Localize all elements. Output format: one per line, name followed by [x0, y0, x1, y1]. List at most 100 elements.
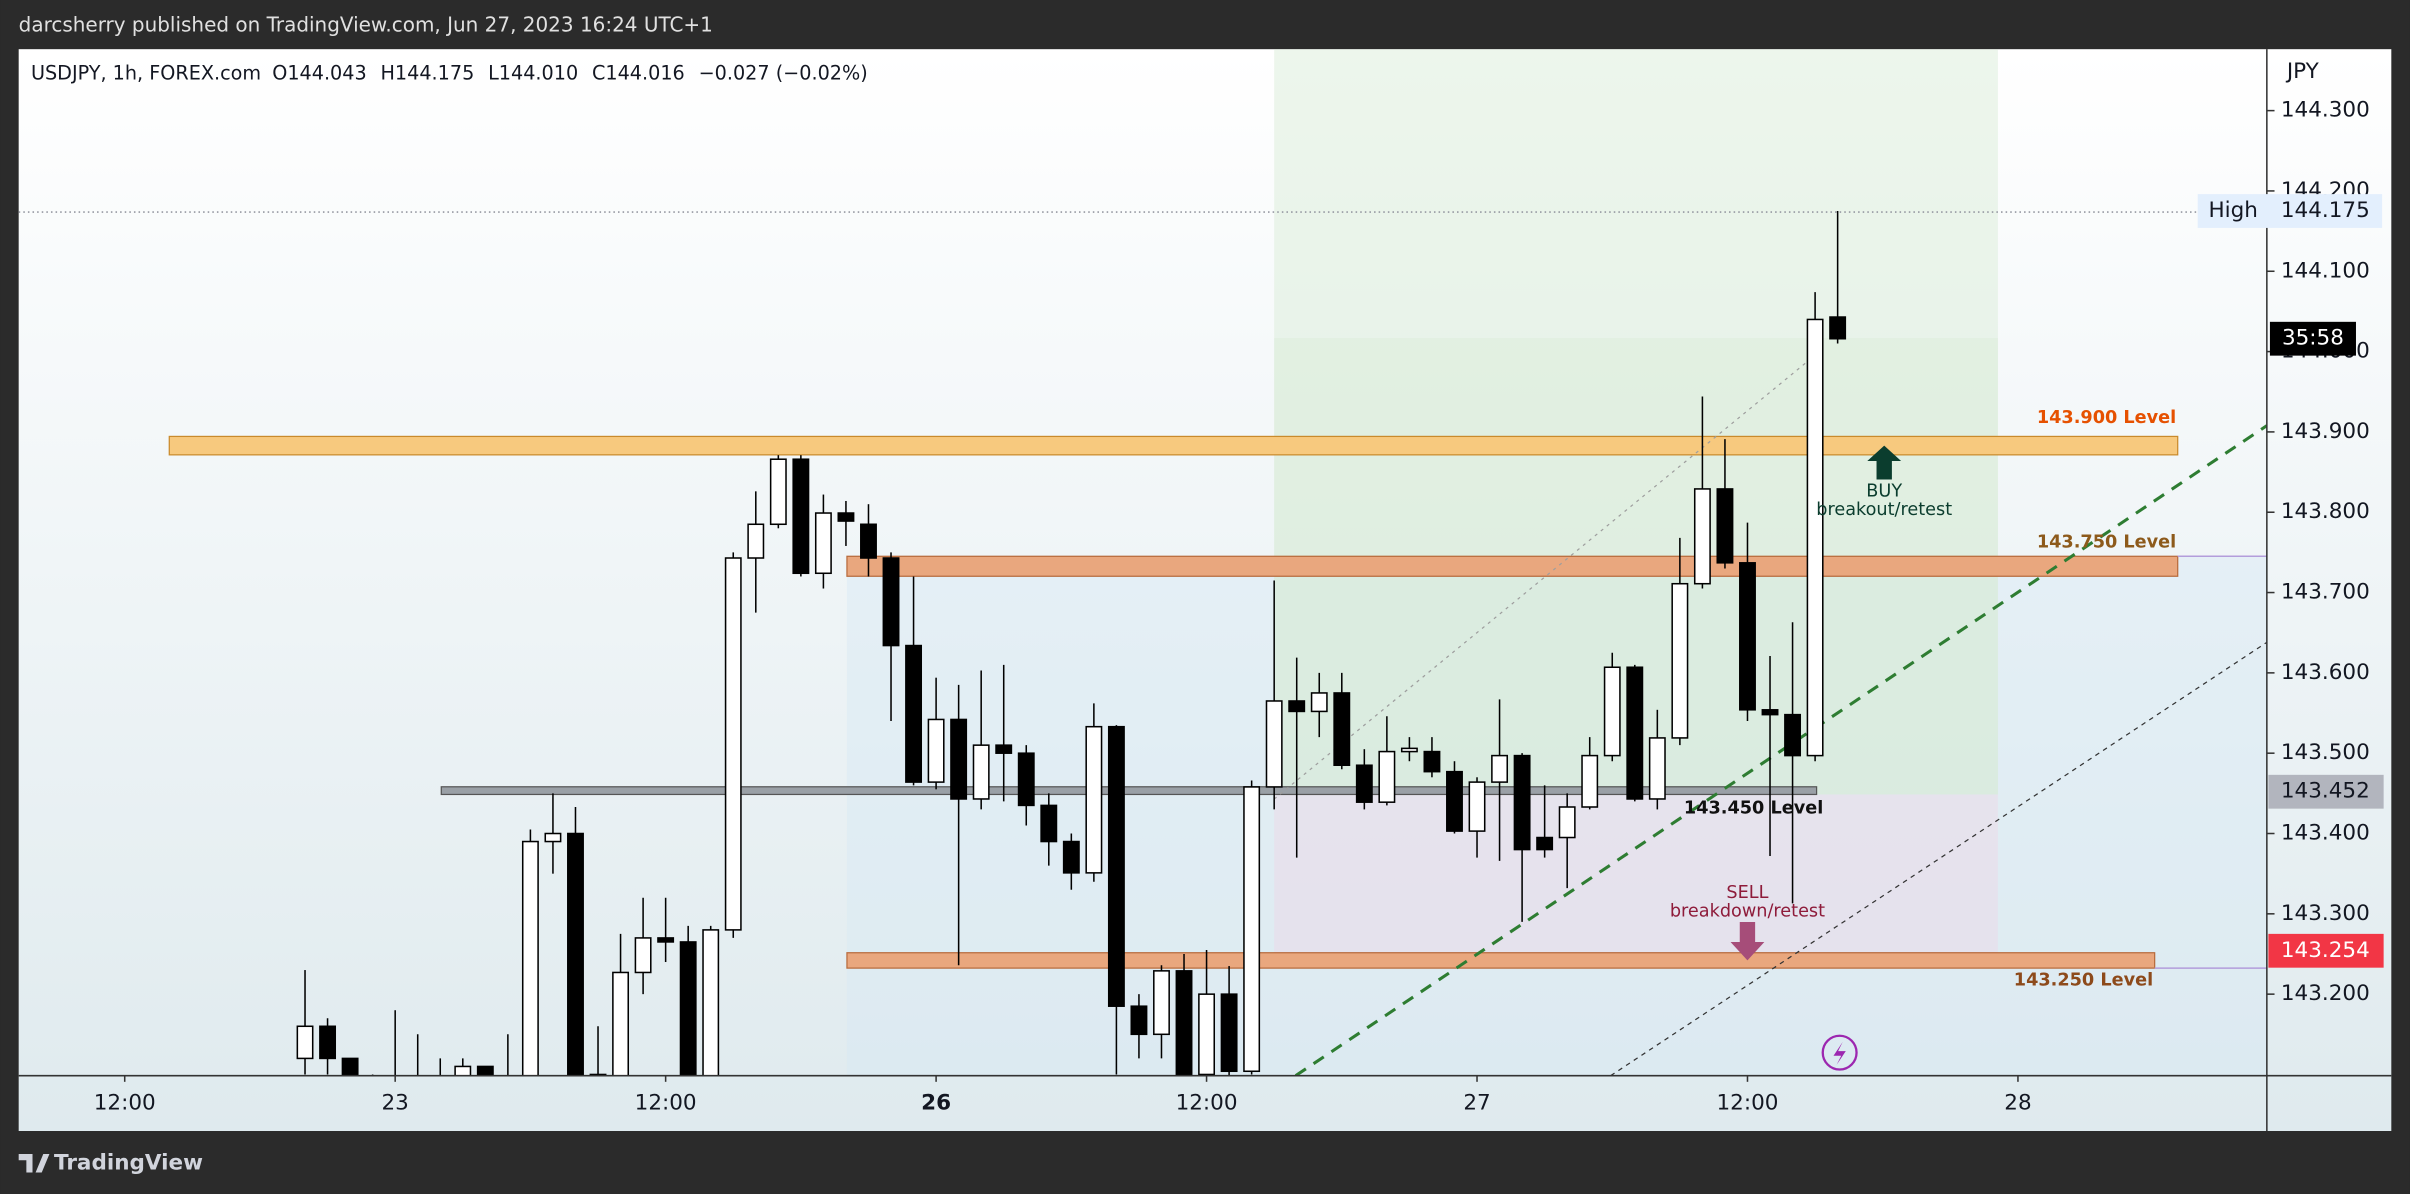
candle-body: [1716, 488, 1734, 564]
candle-body: [860, 523, 877, 559]
candle-body: [1243, 786, 1261, 1073]
trend-line: [1294, 424, 2267, 1076]
high-tag-label: High: [2208, 198, 2257, 223]
price-marker-label: 143.254: [2281, 938, 2370, 963]
candle-body: [1806, 318, 1824, 757]
candle-body: [769, 458, 787, 526]
ohlc-legend: O144.043 H144.175 L144.010 C144.016 −0.027 (…: [272, 61, 867, 84]
countdown-tag: [2269, 321, 2356, 356]
level-band: [168, 435, 2179, 456]
candle-body: [1784, 713, 1802, 757]
candle-body: [567, 832, 584, 1076]
candle-body: [1153, 970, 1170, 1036]
x-tick-label: 26: [921, 1090, 951, 1115]
trend-line: [1273, 356, 1814, 800]
y-tick-label: 143.800: [2281, 499, 2370, 524]
candle-body: [1175, 970, 1193, 1076]
publisher: darcsherry published on TradingView.com,…: [19, 13, 713, 37]
candle-body: [1581, 754, 1599, 808]
y-tick-label: 143.300: [2281, 901, 2370, 926]
currency: JPY: [2285, 59, 2320, 84]
x-tick-label: 28: [2004, 1090, 2031, 1115]
candle-body: [1333, 692, 1351, 767]
candle-body: [1558, 806, 1576, 839]
x-tick-label: 23: [381, 1090, 408, 1115]
candle-body: [1693, 488, 1711, 585]
level-label: 143.750 Level: [2037, 532, 2176, 552]
candle-body: [1468, 781, 1486, 832]
candle-body: [950, 718, 968, 800]
ohlc-value: C144.016: [592, 61, 685, 84]
event-icon-bolt: [1833, 1041, 1846, 1065]
y-tick-label: 144.300: [2281, 98, 2370, 123]
x-tick-label: 27: [1463, 1090, 1490, 1115]
candle-body: [679, 941, 697, 1076]
y-tick-label: 143.400: [2281, 821, 2370, 846]
candle-body: [1400, 747, 1418, 753]
candle-body: [521, 840, 539, 1076]
candle-body: [702, 929, 720, 1076]
candle-body: [1198, 993, 1216, 1076]
candle-body: [747, 523, 765, 559]
symbol: USDJPY, 1h, FOREX.com: [31, 61, 261, 84]
candle-body: [1107, 725, 1125, 1007]
ohlc-value: O144.043: [272, 61, 366, 84]
level-label: 143.250 Level: [2014, 970, 2153, 990]
candles: [296, 211, 1847, 1076]
price-marker: [2268, 774, 2384, 809]
candle-body: [454, 1065, 472, 1076]
level-label: 143.450 Level: [1684, 798, 1823, 818]
candle-body: [1739, 562, 1756, 711]
candle-body: [634, 937, 652, 974]
level-band: [846, 952, 2156, 969]
candle-body: [1220, 993, 1238, 1073]
trend-line: [1610, 641, 2267, 1076]
candle-body: [657, 937, 675, 943]
candle-body: [1423, 750, 1441, 773]
candle-body: [1355, 764, 1373, 803]
price-marker: [2268, 933, 2384, 968]
level-band: [440, 786, 1818, 796]
x-tick-label: 12:00: [1176, 1090, 1238, 1115]
candle-body: [724, 557, 742, 931]
candle-body: [1017, 752, 1035, 807]
y-tick-label: 143.500: [2281, 740, 2370, 765]
high-tag-bg: [2197, 194, 2383, 228]
candle-body: [1761, 709, 1779, 716]
buy-label: BUY: [1866, 482, 1902, 502]
x-tick-label: 12:00: [635, 1090, 697, 1115]
x-tick-label: 12:00: [1717, 1090, 1779, 1115]
candle-body: [995, 744, 1013, 754]
candle-body: [1130, 1005, 1148, 1036]
event-icon[interactable]: [1821, 1034, 1858, 1071]
candle-body: [1648, 737, 1666, 800]
candle-body: [792, 458, 810, 575]
candle-body: [544, 832, 562, 843]
candle-body: [1491, 754, 1509, 783]
price-marker-label: 143.452: [2281, 779, 2370, 804]
y-tick-label: 143.900: [2281, 419, 2370, 444]
loss-zone: [1274, 794, 1998, 953]
ohlc-value: L144.010: [488, 61, 578, 84]
candle-body: [1671, 582, 1689, 739]
candle-body: [612, 971, 630, 1076]
ohlc-value: H144.175: [381, 61, 475, 84]
buy-note: breakout/retest: [1816, 500, 1952, 520]
sell-arrow: [1730, 922, 1765, 961]
candle-body: [905, 644, 923, 783]
candle-body: [296, 1025, 314, 1060]
level-label: 143.900 Level: [2037, 408, 2176, 428]
candle-body: [319, 1025, 337, 1060]
sell-note: breakdown/retest: [1670, 901, 1825, 921]
candle-body: [882, 557, 900, 647]
candle-body: [1040, 804, 1058, 843]
candle-body: [1265, 700, 1283, 788]
brand: TradingView: [54, 1150, 203, 1175]
x-tick-label: 12:00: [94, 1090, 156, 1115]
y-tick-label: 143.700: [2281, 580, 2370, 605]
candle-body: [341, 1057, 359, 1076]
annotations: 143.900 Level 143.750 Level 143.450 Leve…: [1670, 408, 2176, 1071]
candle-body: [1513, 754, 1531, 851]
